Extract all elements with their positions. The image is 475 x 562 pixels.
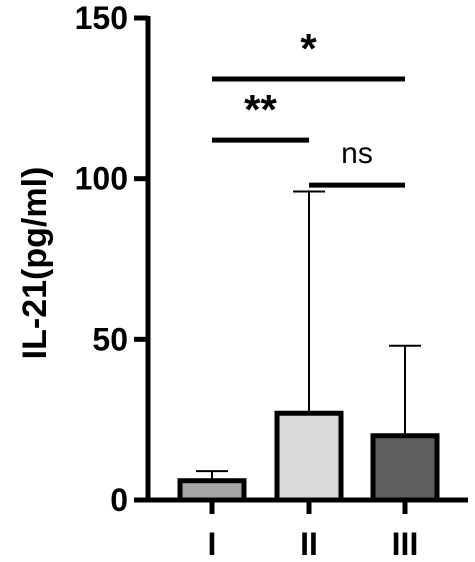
y-axis-label: IL-21(pg/ml)	[16, 167, 54, 360]
bar-III	[370, 433, 440, 503]
bar-I	[177, 478, 247, 503]
y-tick-label: 100	[75, 161, 128, 197]
y-tick-label: 50	[92, 321, 128, 357]
y-tick-label: 150	[75, 0, 128, 36]
bar-II	[274, 410, 344, 503]
x-tick-label: I	[208, 526, 217, 562]
significance-label: ns	[341, 137, 373, 170]
x-tick-label: II	[300, 526, 318, 562]
significance-label: **	[244, 86, 277, 133]
y-tick-label: 0	[110, 482, 128, 518]
x-tick-label: III	[392, 526, 419, 562]
significance-label: *	[300, 25, 317, 72]
